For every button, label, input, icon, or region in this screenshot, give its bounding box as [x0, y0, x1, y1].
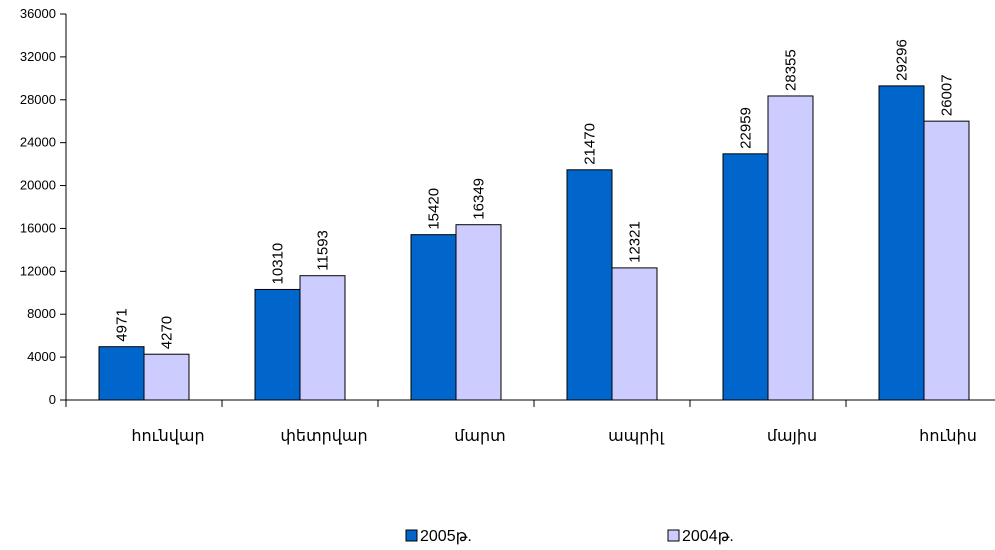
- bar: [611, 267, 658, 401]
- data-label: 10310: [270, 243, 287, 285]
- y-tick-label: 4000: [27, 349, 56, 364]
- y-tick-label: 20000: [20, 178, 56, 193]
- bar: [410, 234, 457, 401]
- x-tick-label: հունվար: [131, 426, 204, 445]
- bar: [767, 95, 814, 401]
- legend-swatch: [405, 529, 418, 542]
- data-labels: 4971 4270 10310 11593 15420 16349 21470 12321 22…: [114, 39, 956, 349]
- legend-label: 2004թ.: [682, 528, 734, 545]
- data-label: 11593: [315, 230, 332, 271]
- y-tick-label: 24000: [20, 135, 56, 150]
- y-axis: 0 4000 8000 12000 16000 20000 24000 28000 32000 3…: [20, 6, 67, 407]
- legend-label: 2005թ.: [420, 528, 472, 545]
- data-label: 26007: [939, 74, 956, 116]
- x-tick-label: ապրիլ: [608, 426, 664, 445]
- y-tick-label: 12000: [20, 263, 56, 278]
- bar: [878, 85, 925, 401]
- x-tick-label: մայիս: [767, 426, 817, 445]
- y-tick-label: 32000: [20, 49, 56, 64]
- bar: [299, 275, 346, 401]
- data-label: 12321: [627, 221, 644, 263]
- data-label: 29296: [894, 39, 911, 81]
- data-label: 16349: [471, 178, 488, 220]
- data-label: 15420: [426, 188, 443, 230]
- data-label: 22959: [738, 107, 755, 149]
- x-tick-label: փետրվար: [280, 426, 367, 445]
- y-tick-label: 28000: [20, 92, 56, 107]
- x-axis: հունվար փետրվար մարտ ապրիլ մայիս հունիս: [65, 399, 995, 445]
- y-tick-label: 16000: [20, 220, 56, 235]
- bar: [143, 353, 190, 401]
- x-tick-label: հունիս: [919, 426, 977, 445]
- legend: 2005թ. 2004թ.: [405, 528, 734, 545]
- bar: [722, 153, 769, 401]
- bars: [98, 85, 970, 401]
- data-label: 21470: [582, 123, 599, 165]
- bar: [455, 224, 502, 401]
- bar: [566, 169, 613, 401]
- legend-swatch: [667, 529, 680, 542]
- y-tick-label: 0: [49, 392, 56, 407]
- x-tick-label: մարտ: [454, 426, 505, 445]
- bar: [923, 120, 970, 401]
- bar: [254, 288, 301, 401]
- data-label: 28355: [783, 49, 800, 91]
- data-label: 4270: [159, 316, 176, 349]
- y-tick-label: 8000: [27, 306, 56, 321]
- bar: [98, 346, 145, 401]
- data-label: 4971: [114, 308, 131, 341]
- y-tick-label: 36000: [20, 6, 56, 21]
